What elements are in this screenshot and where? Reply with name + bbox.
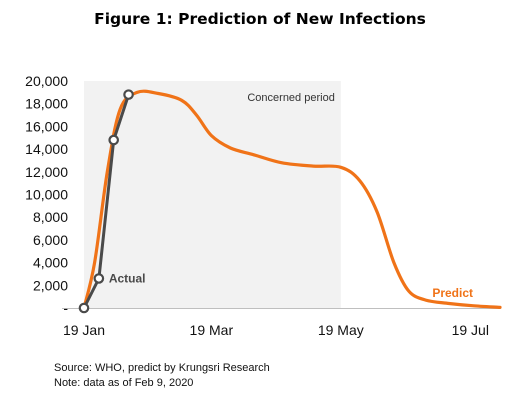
series-line-actual [82, 94, 131, 309]
series-label-predict: Predict [432, 286, 473, 300]
y-tick-label: 10,000 [25, 187, 68, 203]
data-point-actual [93, 273, 105, 284]
source-note: Source: WHO, predict by Krungsri Researc… [54, 362, 270, 374]
x-tick-label: 19 Jul [452, 322, 489, 338]
y-tick-label: 6,000 [33, 232, 68, 248]
y-tick-label: - [63, 300, 68, 316]
series-label-actual: Actual [109, 271, 146, 285]
concerned-period-shade [84, 81, 341, 308]
y-tick-label: 20,000 [25, 73, 68, 89]
y-tick-label: 14,000 [25, 141, 68, 157]
data-point-actual [78, 302, 90, 314]
chart-plot: Concerned period - 2,000 4,000 6,000 8,000 10,… [25, 73, 502, 338]
y-tick-label: 16,000 [25, 118, 68, 134]
y-tick-label: 12,000 [25, 164, 68, 180]
x-tick-label: 19 Mar [190, 322, 234, 338]
series-line-predict [82, 89, 502, 310]
data-date-note: Note: data as of Feb 9, 2020 [54, 377, 194, 389]
y-tick-label: 8,000 [33, 209, 68, 225]
x-tick-label: 19 Jan [63, 322, 105, 338]
y-tick-label: 2,000 [33, 277, 68, 293]
chart-title: Figure 1: Prediction of New Infections [94, 10, 426, 28]
concerned-period-label: Concerned period [247, 92, 334, 104]
y-tick-label: 18,000 [25, 96, 68, 112]
y-tick-label: 4,000 [33, 255, 68, 271]
x-tick-label: 19 May [318, 322, 364, 338]
data-point-actual [108, 134, 120, 146]
data-point-actual [123, 89, 134, 100]
